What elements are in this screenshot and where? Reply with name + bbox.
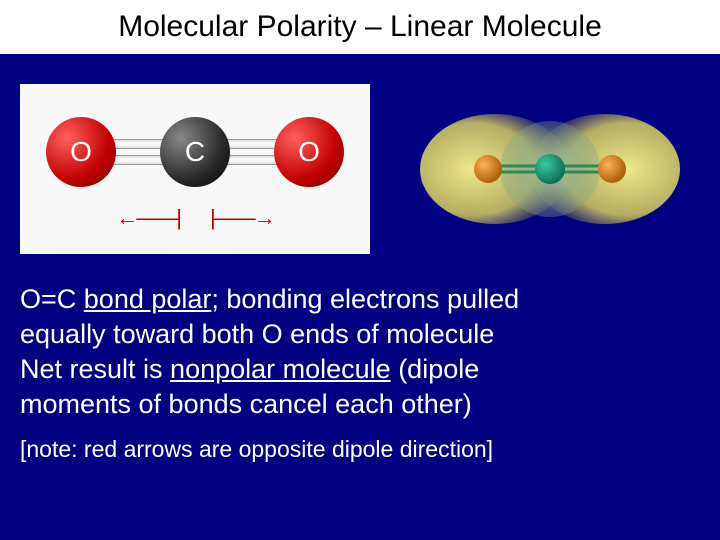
diagram-row: O C O ←——| |——→ — [0, 84, 720, 254]
ball-stick-panel: O C O ←——| |——→ — [20, 84, 370, 254]
bond-right — [222, 139, 282, 165]
body-line3b-underline: nonpolar molecule — [170, 354, 391, 384]
body-line1c: ; bonding electrons pulled — [211, 284, 519, 314]
body-text: O=C bond polar; bonding electrons pulled… — [0, 282, 720, 422]
atom-oxygen-left: O — [46, 117, 116, 187]
atom-carbon: C — [160, 117, 230, 187]
bond-segment — [222, 155, 282, 165]
title-bar: Molecular Polarity – Linear Molecule — [0, 0, 720, 54]
electron-cloud-panel — [400, 84, 700, 254]
body-line3a: Net result is — [20, 354, 170, 384]
body-line2: equally toward both O ends of molecule — [20, 319, 494, 349]
electron-cloud-icon — [410, 94, 690, 244]
body-line3c: (dipole — [391, 354, 480, 384]
atom-oxygen-right: O — [274, 117, 344, 187]
dipole-arrows: ←——| |——→ — [116, 205, 273, 231]
body-line4: moments of bonds cancel each other) — [20, 389, 472, 419]
body-line1b-underline: bond polar — [84, 284, 212, 314]
body-line1a: O=C — [20, 284, 84, 314]
molecule-atoms: O C O — [54, 107, 336, 197]
slide-title: Molecular Polarity – Linear Molecule — [20, 10, 700, 44]
bond-segment — [108, 139, 168, 149]
bond-segment — [108, 155, 168, 165]
bond-segment — [222, 139, 282, 149]
arrow-right-icon: |——→ — [210, 205, 274, 231]
arrow-left-icon: ←——| — [116, 205, 180, 231]
note-text: [note: red arrows are opposite dipole di… — [0, 436, 720, 463]
bond-left — [108, 139, 168, 165]
